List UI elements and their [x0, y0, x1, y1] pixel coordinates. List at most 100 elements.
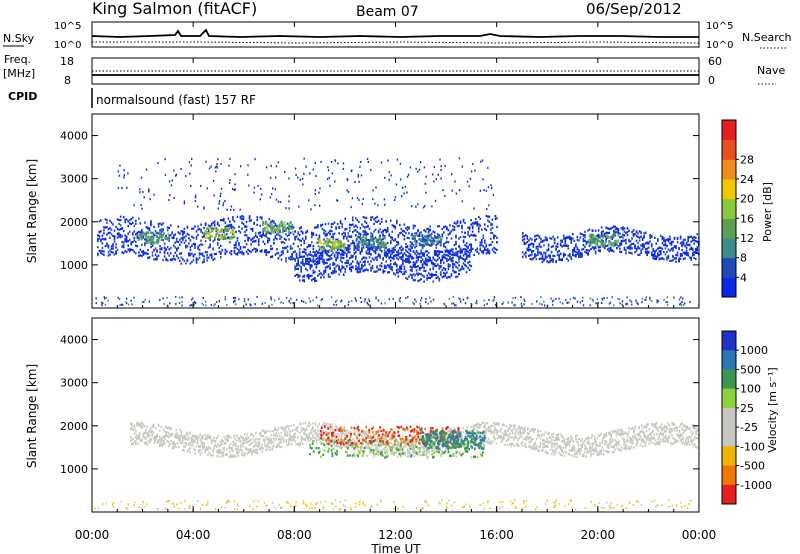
power-echo-cell — [611, 237, 614, 240]
velocity-echo-cell — [214, 440, 217, 443]
power-echo-cell — [288, 227, 291, 230]
power-echo-cell — [221, 233, 224, 236]
power-echo-cell — [488, 252, 491, 255]
power-echo-cell — [308, 297, 310, 300]
power-echo-cell — [389, 267, 392, 270]
power-echo-cell — [210, 303, 213, 306]
power-echo-cell — [685, 246, 688, 249]
power-echo-cell — [330, 257, 333, 260]
velocity-echo-cell — [274, 428, 276, 431]
power-echo-cell — [210, 222, 213, 225]
power-echo-cell — [179, 252, 181, 255]
power-echo-cell — [374, 202, 376, 205]
velocity-echo-cell — [241, 442, 243, 445]
power-echo-cell — [479, 244, 482, 247]
power-echo-cell — [553, 242, 556, 245]
power-echo-cell — [613, 230, 615, 233]
power-echo-cell — [270, 248, 272, 251]
power-echo-cell — [438, 265, 441, 268]
power-echo-cell — [488, 249, 491, 252]
power-echo-layer — [95, 157, 700, 307]
power-echo-cell — [189, 239, 192, 242]
power-echo-cell — [220, 234, 222, 237]
power-echo-cell — [553, 299, 555, 302]
beam-label: Beam 07 — [356, 4, 419, 20]
velocity-echo-cell — [185, 442, 188, 445]
power-echo-cell — [449, 251, 451, 254]
power-echo-cell — [447, 250, 450, 254]
power-echo-cell — [405, 231, 407, 235]
power-echo-cell — [433, 234, 436, 238]
power-echo-cell — [327, 265, 330, 268]
power-echo-cell — [106, 242, 108, 245]
velocity-echo-cell — [164, 442, 166, 445]
power-echo-cell — [103, 253, 105, 256]
power-echo-cell — [619, 232, 621, 235]
power-echo-cell — [584, 230, 586, 234]
velocity-echo-cell — [281, 426, 284, 429]
power-echo-cell — [243, 297, 246, 300]
power-echo-cell — [435, 264, 438, 268]
velocity-echo-cell — [255, 438, 257, 441]
velocity-echo-cell — [190, 440, 193, 444]
velocity-echo-cell — [322, 425, 324, 428]
velocity-echo-cell — [356, 441, 358, 445]
velocity-echo-cell — [205, 448, 208, 451]
power-echo-cell — [396, 269, 398, 272]
power-echo-cell — [418, 242, 421, 245]
velocity-echo-cell — [231, 446, 233, 449]
power-echo-cell — [304, 262, 307, 265]
power-echo-cell — [461, 251, 463, 254]
velocity-echo-cell — [246, 452, 248, 455]
velocity-echo-cell — [286, 434, 289, 437]
power-echo-cell — [494, 251, 497, 254]
power-echo-cell — [323, 258, 325, 261]
velocity-echo-cell — [289, 433, 291, 436]
power-echo-cell — [558, 258, 560, 261]
power-echo-cell — [555, 261, 557, 264]
power-echo-cell — [578, 239, 580, 242]
velocity-echo-cell — [285, 429, 288, 432]
power-echo-cell — [622, 236, 624, 239]
power-echo-cell — [432, 230, 435, 233]
power-echo-cell — [266, 230, 269, 234]
power-echo-cell — [459, 236, 462, 239]
power-echo-cell — [405, 276, 407, 280]
power-echo-cell — [693, 256, 696, 260]
power-echo-cell — [251, 227, 254, 231]
power-echo-cell — [582, 247, 585, 251]
power-echo-cell — [304, 258, 307, 261]
power-echo-cell — [414, 224, 416, 228]
power-echo-cell — [228, 181, 231, 184]
velocity-echo-cell — [314, 437, 317, 440]
velocity-echo-cell — [179, 435, 181, 438]
power-echo-cell — [344, 251, 347, 254]
velocity-echo-cell — [255, 443, 257, 447]
power-echo-cell — [458, 189, 461, 192]
power-echo-cell — [209, 238, 211, 242]
velocity-echo-cell — [234, 443, 237, 446]
velocity-echo-cell — [228, 435, 231, 438]
power-echo-cell — [367, 232, 369, 236]
power-echo-cell — [379, 256, 381, 259]
power-echo-cell — [201, 252, 204, 255]
power-echo-cell — [282, 226, 285, 229]
power-echo-cell — [216, 243, 219, 246]
power-echo-cell — [329, 184, 331, 187]
power-echo-cell — [591, 246, 594, 249]
power-echo-cell — [429, 268, 431, 271]
power-echo-cell — [125, 238, 128, 241]
power-echo-cell — [417, 203, 419, 206]
velocity-echo-cell — [162, 435, 165, 439]
velocity-echo-cell — [194, 448, 197, 452]
power-echo-cell — [385, 251, 387, 254]
power-echo-cell — [415, 241, 418, 244]
power-echo-cell — [543, 251, 545, 254]
power-echo-cell — [652, 253, 655, 256]
power-echo-cell — [274, 188, 277, 191]
power-echo-cell — [147, 235, 150, 239]
power-echo-cell — [241, 215, 243, 218]
power-echo-cell — [232, 228, 235, 231]
power-echo-cell — [327, 222, 330, 225]
power-echo-cell — [666, 244, 668, 247]
